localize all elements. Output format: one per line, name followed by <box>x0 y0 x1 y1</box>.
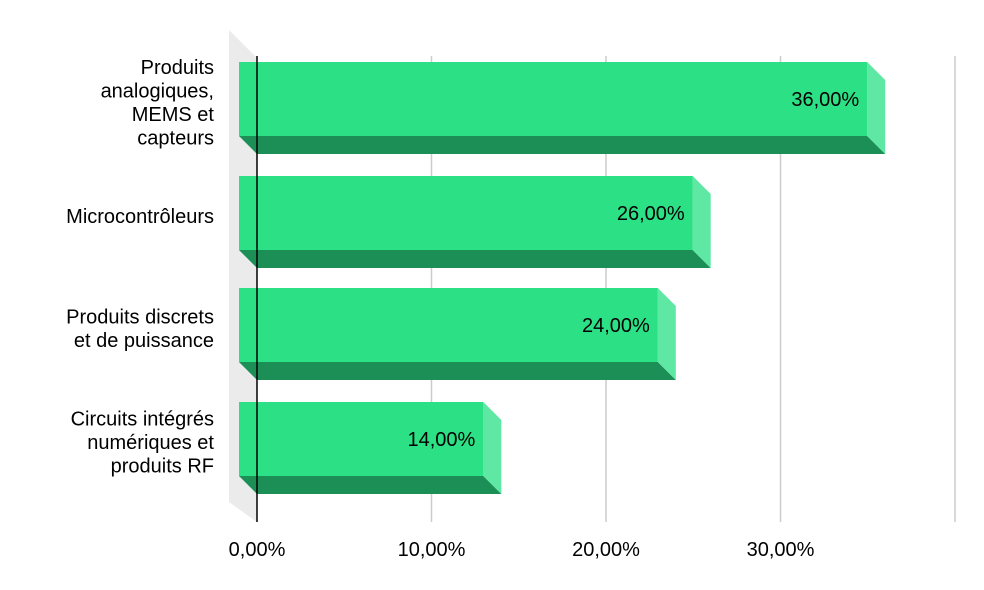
value-label: 36,00% <box>791 89 859 111</box>
category-label: Produits discrets <box>66 306 214 328</box>
category-label: numériques et <box>87 432 214 454</box>
bar-bottom-face <box>239 136 886 154</box>
bar <box>239 176 693 250</box>
bar-bottom-face <box>239 476 502 494</box>
bars <box>239 62 886 494</box>
side-wall <box>229 30 257 522</box>
bar-bottom-face <box>239 362 676 380</box>
category-label: produits RF <box>111 456 214 478</box>
category-label: Produits <box>141 57 214 79</box>
bar <box>239 402 484 476</box>
value-label: 26,00% <box>617 203 685 225</box>
bar <box>239 288 658 362</box>
value-labels: 36,00% 26,00% 24,00% 14,00% <box>407 89 859 451</box>
category-label: analogiques, <box>101 80 214 102</box>
x-tick-label: 0,00% <box>229 539 286 561</box>
bar-bottom-face <box>239 250 711 268</box>
bar-side-face <box>483 402 502 494</box>
x-tick-label: 20,00% <box>572 539 640 561</box>
category-label: Circuits intégrés <box>71 409 214 431</box>
x-tick-label: 30,00% <box>747 539 815 561</box>
value-label: 24,00% <box>582 315 650 337</box>
bar-side-face <box>867 62 886 154</box>
x-tick-label: 10,00% <box>398 539 466 561</box>
category-label: Microcontrôleurs <box>66 206 214 228</box>
category-label: capteurs <box>137 127 214 149</box>
value-label: 14,00% <box>407 429 475 451</box>
category-label: et de puissance <box>74 330 214 352</box>
category-label: MEMS et <box>132 104 215 126</box>
bar-side-face <box>692 176 711 268</box>
bar-side-face <box>657 288 676 380</box>
bar <box>239 62 868 136</box>
plot-back-wall <box>229 30 257 522</box>
x-tick-labels: 0,00% 10,00% 20,00% 30,00% <box>229 539 815 561</box>
